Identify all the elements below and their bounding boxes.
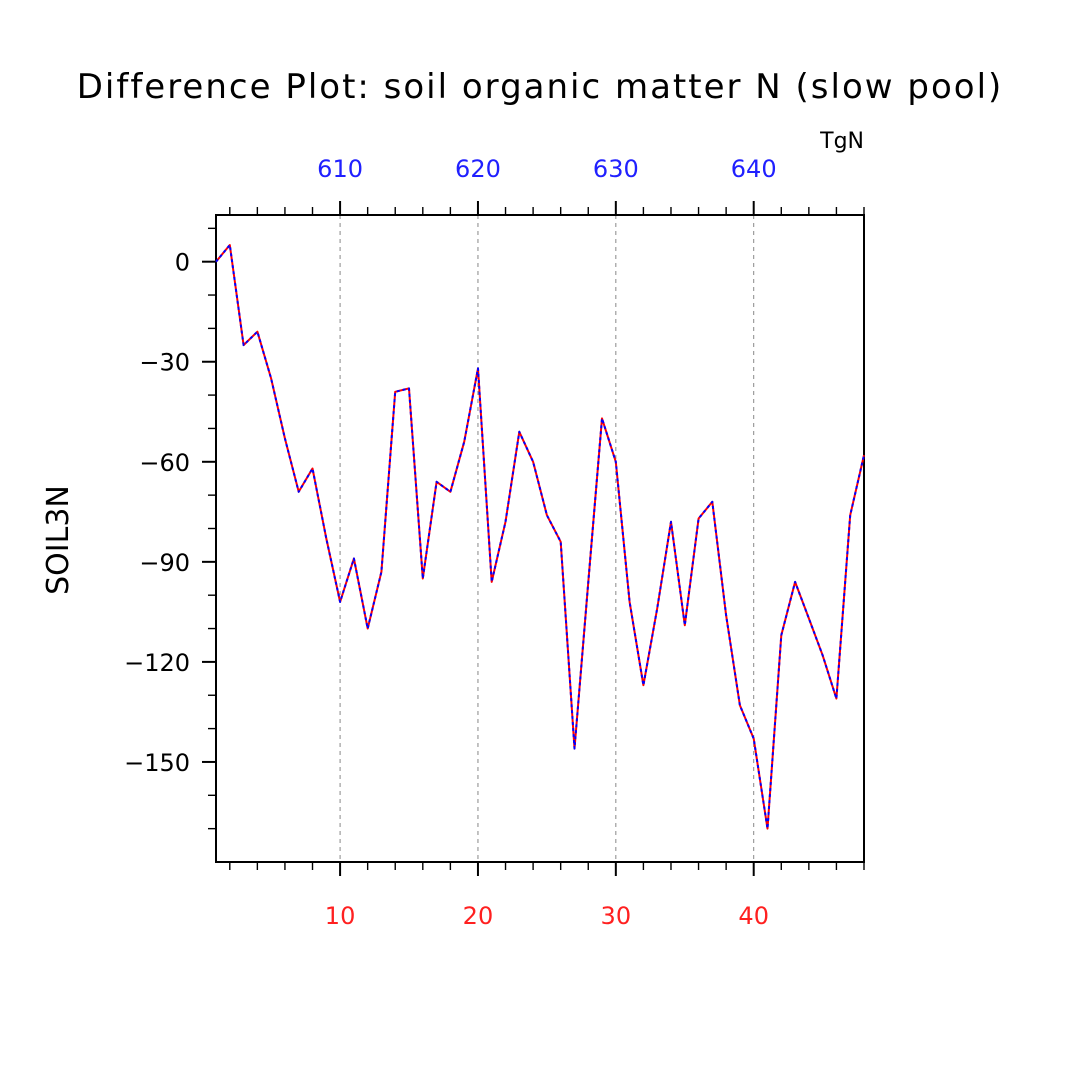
x-tick-label-bottom-2: 30 [601, 902, 632, 930]
x-tick-label-bottom-3: 40 [738, 902, 769, 930]
units-label: TgN [819, 129, 864, 154]
x-tick-label-top-0: 610 [317, 155, 363, 183]
chart-title: Difference Plot: soil organic matter N (… [77, 67, 1004, 107]
series-line-1 [215, 244, 865, 830]
x-tick-labels-bottom: 10 20 30 40 [325, 902, 769, 930]
y-tick-labels: 0 −30 −60 −90 −120 −150 [124, 249, 190, 777]
y-tick-label-2: −60 [139, 449, 190, 477]
plot-frame [215, 214, 865, 863]
x-tick-label-bottom-1: 20 [463, 902, 494, 930]
series-line-0 [215, 244, 865, 830]
x-tick-label-top-3: 640 [731, 155, 777, 183]
x-tick-label-top-2: 630 [593, 155, 639, 183]
grid-lines [339, 215, 755, 862]
plot-border [215, 214, 865, 863]
x-tick-label-top-1: 620 [455, 155, 501, 183]
y-tick-label-4: −120 [124, 649, 190, 677]
y-tick-label-3: −90 [139, 549, 190, 577]
y-tick-label-1: −30 [139, 349, 190, 377]
x-tick-labels-top: 610 620 630 640 [317, 155, 776, 183]
y-tick-label-0: 0 [175, 249, 190, 277]
y-tick-label-5: −150 [124, 749, 190, 777]
x-tick-label-bottom-0: 10 [325, 902, 356, 930]
axis-ticks [202, 201, 865, 876]
y-axis-label: SOIL3N [41, 485, 76, 595]
data-series [215, 244, 865, 830]
